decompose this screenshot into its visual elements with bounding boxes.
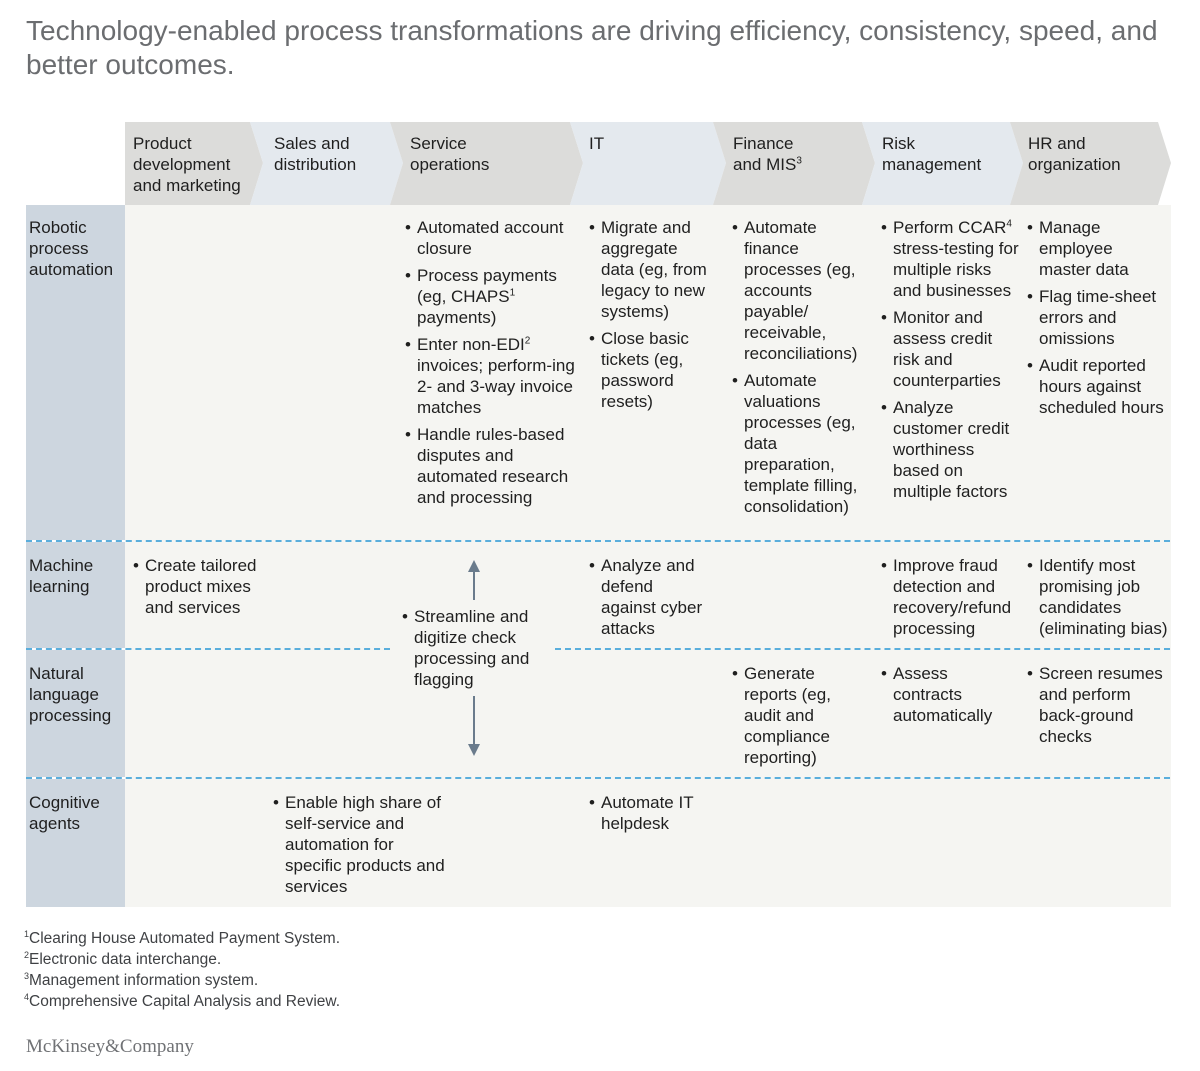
list-item: Migrate and aggregate data (eg, from leg…: [589, 217, 707, 322]
cell-nlp-risk: Assess contracts automatically: [881, 663, 1011, 732]
chevron-hr: [1010, 122, 1171, 205]
list-item: Assess contracts automatically: [881, 663, 1011, 726]
list-item: Automate finance processes (eg, accounts…: [732, 217, 867, 364]
column-header-risk: Risk management: [882, 134, 982, 174]
column-header-sales: Sales and distribution: [274, 134, 357, 174]
cell-nlp-finance: Generate reports (eg, audit and complian…: [732, 663, 862, 774]
row-label-nlp: Natural language processing: [29, 664, 112, 725]
list-item: Process payments (eg, CHAPS1 payments): [405, 265, 575, 328]
cell-rpa-finance: Automate finance processes (eg, accounts…: [732, 217, 867, 523]
list-item: Flag time-sheet errors and omissions: [1027, 286, 1167, 349]
list-item: Monitor and assess credit risk and count…: [881, 307, 1021, 391]
list-item: Analyze and defend against cyber attacks: [589, 555, 711, 639]
cell-rpa-risk: Perform CCAR4 stress-testing for multipl…: [881, 217, 1021, 508]
cell-ml-it: Analyze and defend against cyber attacks: [589, 555, 711, 645]
cell-ca-sales: Enable high share of self-service and au…: [273, 792, 453, 903]
column-header-hr: HR and organization: [1028, 134, 1121, 174]
list-item: Improve fraud detection and recovery/ref…: [881, 555, 1023, 639]
cell-ml-risk: Improve fraud detection and recovery/ref…: [881, 555, 1023, 645]
cell-ca-it: Automate IT helpdesk: [589, 792, 711, 840]
arrow-up-icon: [468, 560, 480, 572]
arrow-down-icon: [468, 744, 480, 756]
list-item: Perform CCAR4 stress-testing for multipl…: [881, 217, 1021, 301]
row-label-ca: Cognitive agents: [29, 793, 100, 833]
column-header-finance: Finance and MIS3: [733, 134, 802, 174]
list-item: Enable high share of self-service and au…: [273, 792, 453, 897]
row-divider-2a: [26, 648, 390, 650]
cell-ml-nlp-service: Streamline and digitize check processing…: [402, 606, 552, 696]
list-item: Automated account closure: [405, 217, 575, 259]
cell-ml-hr: Identify most promising job candidates (…: [1027, 555, 1177, 645]
list-item: Close basic tickets (eg, password resets…: [589, 328, 707, 412]
list-item: Automate IT helpdesk: [589, 792, 711, 834]
list-item: Automate valuations processes (eg, data …: [732, 370, 867, 517]
row-label-bg-ml: [26, 542, 125, 648]
row-label-bg-nlp: [26, 650, 125, 777]
list-item: Generate reports (eg, audit and complian…: [732, 663, 862, 768]
list-item: Screen resumes and perform back-ground c…: [1027, 663, 1169, 747]
chevron-finance: [713, 122, 875, 205]
list-item: Handle rules-based disputes and automate…: [405, 424, 575, 508]
footnote-3: 3Management information system.: [24, 970, 259, 989]
footnote-4: 4Comprehensive Capital Analysis and Revi…: [24, 991, 341, 1010]
row-divider-3: [26, 777, 1170, 779]
cell-rpa-it: Migrate and aggregate data (eg, from leg…: [589, 217, 707, 418]
list-item: Analyze customer credit worthiness based…: [881, 397, 1021, 502]
list-item: Identify most promising job candidates (…: [1027, 555, 1177, 639]
row-label-rpa: Robotic process automation: [29, 218, 114, 279]
arrow-up-shaft: [473, 571, 475, 600]
row-label-bg-rpa: [26, 205, 125, 540]
chevron-it: [570, 122, 726, 205]
chevron-sales: [250, 122, 403, 205]
cell-ml-product: Create tailored product mixes and servic…: [133, 555, 268, 624]
column-header-it: IT: [589, 134, 605, 153]
list-item: Create tailored product mixes and servic…: [133, 555, 268, 618]
cell-nlp-hr: Screen resumes and perform back-ground c…: [1027, 663, 1169, 753]
list-item: Audit reported hours against scheduled h…: [1027, 355, 1167, 418]
column-header-product: Product development and marketing: [133, 134, 241, 195]
row-label-ml: Machine learning: [29, 556, 94, 596]
footnote-1: 1Clearing House Automated Payment System…: [24, 928, 341, 947]
list-item: Enter non-EDI2 invoices; perform-ing 2- …: [405, 334, 575, 418]
chevron-service: [390, 122, 583, 205]
cell-rpa-hr: Manage employee master data Flag time-sh…: [1027, 217, 1167, 424]
row-label-bg-ca: [26, 779, 125, 907]
brand-logo: McKinsey&Company: [26, 1036, 194, 1057]
arrow-down-shaft: [473, 696, 475, 744]
chevron-risk: [862, 122, 1023, 205]
chevron-product: [125, 122, 263, 205]
column-header-service: Service operations: [410, 134, 490, 174]
list-item: Streamline and digitize check processing…: [402, 606, 552, 690]
footnote-2: 2Electronic data interchange.: [24, 949, 222, 968]
row-divider-2b: [555, 648, 1170, 650]
list-item: Manage employee master data: [1027, 217, 1167, 280]
header-chevron-band: [125, 122, 1171, 205]
page-title: Technology-enabled process transformatio…: [26, 15, 1158, 80]
row-divider-1: [26, 540, 1170, 542]
cell-rpa-service: Automated account closure Process paymen…: [405, 217, 575, 514]
